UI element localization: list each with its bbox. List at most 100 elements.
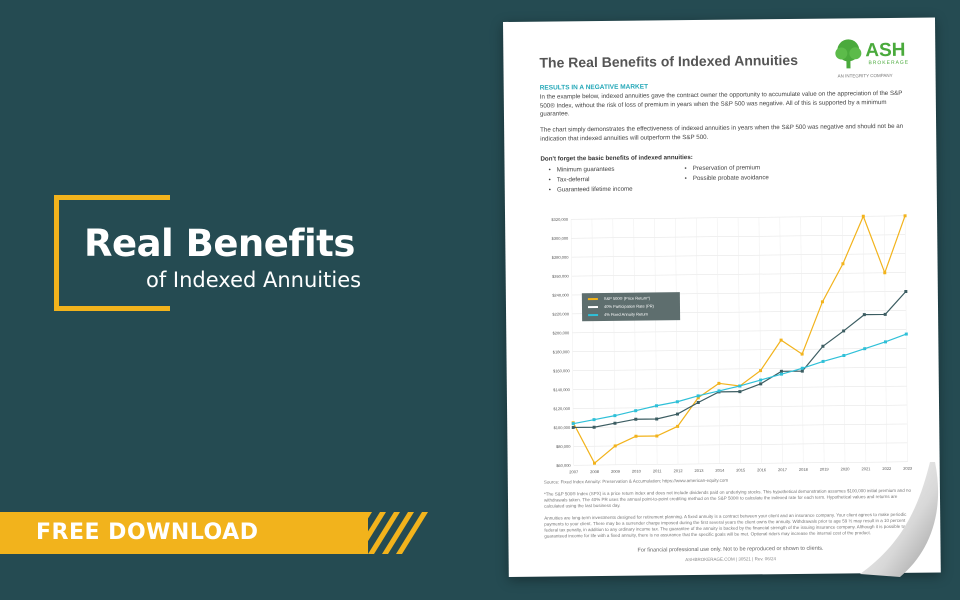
stripes-decoration [340, 512, 428, 554]
gridline [675, 218, 679, 465]
gridline [883, 216, 888, 463]
data-point [800, 352, 804, 356]
logo-tagline: AN INTEGRITY COMPANY [837, 72, 893, 79]
benefit-item: Preservation of premium [685, 164, 760, 172]
benefit-item: Guaranteed lifetime income [549, 186, 633, 194]
data-point [883, 312, 887, 316]
y-tick-label: $80,000 [556, 444, 571, 449]
chart-legend: S&P 500® (Price Return*) 40% Participati… [581, 292, 681, 322]
legend-label: S&P 500® (Price Return*) [603, 295, 651, 301]
gridline [758, 217, 762, 464]
data-point [863, 347, 867, 351]
chart-note-paragraph: The chart simply demonstrates the effect… [540, 122, 904, 143]
data-point [634, 409, 638, 413]
benefit-item: Possible probate avoidance [685, 174, 769, 182]
x-tick-label: 2015 [736, 467, 746, 472]
section-heading: RESULTS IN A NEGATIVE MARKET [539, 83, 649, 92]
x-tick-label: 2010 [632, 469, 642, 474]
x-tick-label: 2011 [653, 468, 662, 473]
x-tick-label: 2012 [674, 468, 684, 473]
x-tick-label: 2022 [882, 466, 892, 471]
data-point [883, 271, 887, 275]
data-point [904, 332, 908, 336]
legend-label: 4% Fixed Annuity Return [604, 311, 649, 317]
data-point [842, 354, 846, 358]
benefit-item: Minimum guarantees [549, 166, 615, 174]
x-tick-label: 2016 [757, 467, 767, 472]
y-tick-label: $120,000 [553, 406, 571, 411]
y-tick-label: $100,000 [554, 425, 572, 430]
y-tick-label: $160,000 [553, 368, 571, 373]
performance-chart: $320,000 $300,000 $280,000 $260,000 $240,000… [551, 214, 913, 474]
document-preview[interactable]: The Real Benefits of Indexed Annuities A… [503, 17, 941, 577]
gridline [696, 217, 700, 464]
gridline [821, 216, 825, 463]
tree-icon [835, 39, 862, 69]
legend-item-participation: 40% Participation Rate (PR) [587, 303, 655, 309]
data-point [861, 214, 865, 218]
data-point [903, 214, 907, 218]
gridline [633, 218, 637, 465]
hero-title: Real Benefits [84, 222, 355, 265]
data-point [800, 366, 804, 370]
logo-sub: BROKERAGE [868, 59, 910, 67]
gridline [737, 217, 741, 464]
data-point [613, 444, 617, 448]
data-point [759, 382, 763, 386]
data-point [759, 378, 763, 382]
gridline [842, 216, 846, 463]
data-point [696, 394, 700, 398]
hero-subtitle: of Indexed Annuities [146, 268, 362, 292]
data-point [779, 369, 783, 373]
data-point [655, 417, 659, 421]
gridline [654, 218, 658, 465]
data-point [655, 434, 659, 438]
data-point [841, 262, 845, 266]
data-point [820, 300, 824, 304]
x-tick-label: 2014 [715, 468, 725, 473]
page-curl-decoration [860, 462, 939, 577]
data-point [613, 414, 617, 418]
x-tick-label: 2008 [590, 469, 600, 474]
legend-label: 40% Participation Rate (PR) [603, 303, 655, 309]
data-point [738, 390, 742, 394]
download-banner[interactable] [0, 512, 368, 554]
x-tick-label: 2023 [903, 466, 913, 471]
data-point [883, 340, 888, 344]
y-tick-label: $300,000 [552, 236, 570, 241]
data-point [717, 381, 721, 385]
data-point [634, 417, 638, 421]
legend-item-sp500: S&P 500® (Price Return*) [587, 295, 651, 301]
data-point [738, 384, 742, 388]
legend-swatch [587, 305, 598, 308]
y-tick-label: $280,000 [552, 255, 570, 260]
x-tick-label: 2013 [694, 468, 704, 473]
x-tick-label: 2020 [841, 466, 851, 471]
data-point [759, 369, 763, 373]
data-point [675, 412, 680, 416]
y-tick-label: $260,000 [552, 274, 570, 279]
data-point [634, 434, 638, 438]
x-tick-label: 2021 [861, 466, 871, 471]
ash-logo: ASH BROKERAGE AN INTEGRITY COMPANY [829, 38, 910, 99]
intro-paragraph: In the example below, indexed annuities … [539, 89, 903, 118]
benefits-heading: Don't forget the basic benefits of index… [540, 154, 693, 163]
y-tick-label: $200,000 [553, 330, 571, 335]
y-tick-label: $180,000 [553, 349, 571, 354]
data-point [676, 424, 680, 428]
x-tick-label: 2009 [611, 469, 621, 474]
download-banner-label[interactable]: FREE DOWNLOAD [36, 520, 259, 545]
data-point [779, 372, 783, 376]
data-point [675, 400, 679, 404]
gridline [800, 216, 804, 463]
legend-swatch [587, 297, 598, 300]
x-tick-label: 2019 [820, 467, 830, 472]
data-point [821, 344, 825, 348]
data-point [613, 421, 617, 425]
y-tick-label: $240,000 [552, 293, 570, 298]
data-point [821, 359, 825, 363]
x-tick-label: 2007 [569, 469, 579, 474]
legend-swatch [588, 313, 599, 316]
data-point [571, 422, 575, 426]
gridline [716, 217, 721, 464]
